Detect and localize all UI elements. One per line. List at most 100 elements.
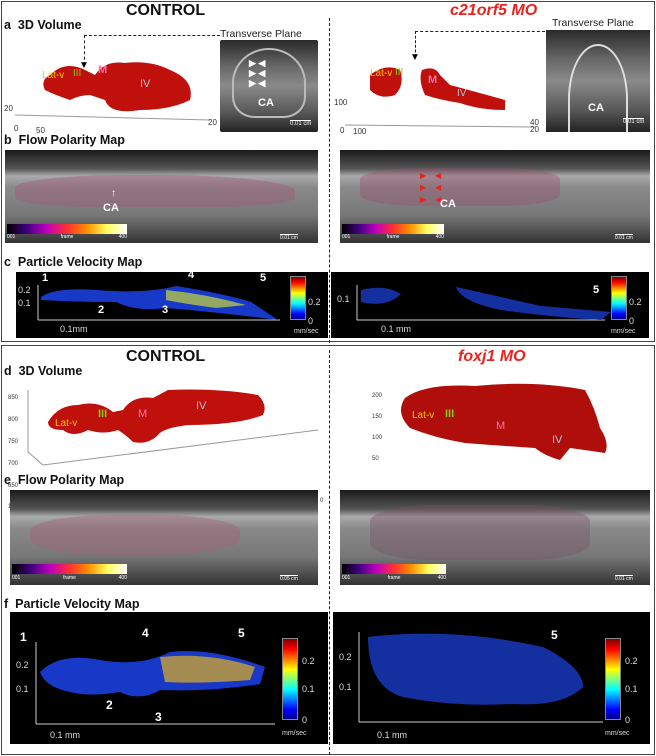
axis-tick: 50 xyxy=(36,126,45,135)
panel-title: 3D Volume xyxy=(17,18,82,32)
region-m: M xyxy=(496,420,506,432)
marker-1: 1 xyxy=(20,630,27,644)
region-m: M xyxy=(138,408,148,420)
scale-bar: 0.01 cm xyxy=(615,234,633,241)
label-ca: CA xyxy=(258,97,274,109)
axis-tick: 100 xyxy=(334,98,348,107)
flow-polarity-c21orf5-b: ▶ ◀ ▶ ◀ ▶ ◀ CA 001 frame 400 0.01 cm xyxy=(340,150,650,243)
velocity-map-c21orf5-c: 0.1 5 0.1 mm 0.2 0 mm/sec xyxy=(331,272,649,338)
cbar-label: frame xyxy=(386,234,400,240)
region-latv: Lat-v xyxy=(412,410,435,421)
panel-a-label: a 3D Volume xyxy=(4,18,82,32)
panel-title: Particle Velocity Map xyxy=(15,597,140,611)
panel-letter: f xyxy=(4,597,9,611)
top-panel-box xyxy=(1,1,655,342)
panel-letter: d xyxy=(4,364,12,378)
scale-bar: 0.01 cm xyxy=(615,575,633,582)
marker-5: 5 xyxy=(551,628,558,642)
scale-bar: 0.01 cm xyxy=(280,234,298,241)
axis-tick: 20 xyxy=(530,125,539,134)
cbar-tick: 001 xyxy=(342,575,351,581)
region-iv: IV xyxy=(196,400,207,412)
region-m: M xyxy=(428,74,438,86)
control-title-bottom: CONTROL xyxy=(126,348,206,365)
axis-tick: 100 xyxy=(372,435,383,441)
cbar-tick: 0.2 xyxy=(308,297,321,307)
scale-label: 0.1 mm xyxy=(377,730,408,740)
3d-volume-control-a xyxy=(14,62,211,121)
scale-bar: 0.05 cm xyxy=(280,575,298,582)
frame-colorbar xyxy=(342,564,446,574)
3d-volume-foxj1-d xyxy=(401,383,607,460)
axis-tick: 650 xyxy=(8,483,19,489)
top-divider xyxy=(329,18,330,343)
z-axis-ticks: 850 800 750 700 650 xyxy=(8,387,28,497)
region-m: M xyxy=(98,64,108,76)
axis-tick: 0 xyxy=(320,498,324,504)
velocity-colorbar xyxy=(611,276,627,320)
panel-f-label: f Particle Velocity Map xyxy=(4,597,139,611)
y-tick: 0.2 xyxy=(16,660,29,670)
transverse-plane-label-left: Transverse Plane xyxy=(220,28,302,40)
unit-label: mm/sec xyxy=(282,730,307,737)
velocity-map-foxj1-f: 0.2 0.1 5 0.1 mm 0.2 0.1 0 mm/sec xyxy=(333,612,650,744)
axis-tick: 750 xyxy=(8,439,19,445)
arrow-down-icon: ▼ xyxy=(79,60,89,71)
region-latv: Lat-v xyxy=(42,70,65,81)
axis-tick: 100 xyxy=(353,127,367,136)
axis-tick: 0 xyxy=(340,126,345,135)
velocity-field xyxy=(358,632,603,723)
axis-tick: 50 xyxy=(372,456,379,462)
axis-tick: 800 xyxy=(8,417,19,423)
mutant-title-bottom: foxj1 MO xyxy=(458,348,526,365)
panel-letter: c xyxy=(4,255,11,269)
flow-polarity-foxj1-e: 001 frame 400 0.01 cm xyxy=(340,490,650,585)
unit-label: mm/sec xyxy=(611,328,636,335)
velocity-colorbar xyxy=(290,276,306,320)
y-tick: 0.1 xyxy=(16,684,29,694)
mutant-title-top: c21orf5 MO xyxy=(450,2,538,19)
cbar-tick: 400 xyxy=(118,575,127,581)
cbar-tick: 0.2 xyxy=(629,297,642,307)
axis-tick: 200 xyxy=(372,393,383,399)
cbar-tick: 001 xyxy=(7,234,16,240)
panel-title: Particle Velocity Map xyxy=(17,255,143,269)
axis-tick: 700 xyxy=(8,461,19,467)
axis-tick: 40 xyxy=(530,118,539,127)
region-iv: IV xyxy=(552,434,563,446)
velocity-field xyxy=(37,285,280,321)
panel-letter: e xyxy=(4,473,11,487)
y-tick: 0.1 xyxy=(337,294,350,304)
cbar-tick: 001 xyxy=(342,234,351,240)
unit-label: mm/sec xyxy=(294,328,319,335)
cbar-tick: 0.2 xyxy=(302,656,315,666)
cbar-tick: 0 xyxy=(308,316,314,326)
3d-volume-c21orf5-a xyxy=(344,67,536,128)
scale-label: 0.1mm xyxy=(60,324,88,334)
scale-label: 0.1 mm xyxy=(381,324,412,334)
marker-1: 1 xyxy=(42,272,49,284)
axis-tick: 150 xyxy=(372,414,383,420)
marker-3: 3 xyxy=(162,304,169,316)
label-ca: CA xyxy=(440,198,456,210)
velocity-map-control-c: 0.2 0.1 1 2 3 4 5 0.1mm 0.2 0 mm/sec xyxy=(16,272,328,338)
axis-tick: 20 xyxy=(208,118,217,127)
velocity-colorbar xyxy=(282,638,298,720)
cbar-tick: 0 xyxy=(629,316,635,326)
cbar-tick: 400 xyxy=(437,575,446,581)
cbar-tick: 0.2 xyxy=(625,656,638,666)
panel-d-label: d 3D Volume xyxy=(4,364,82,378)
marker-4: 4 xyxy=(142,626,149,640)
transverse-image-c21orf5: CA 0.01 cm xyxy=(546,30,650,132)
bottom-divider xyxy=(329,350,330,755)
marker-3: 3 xyxy=(155,710,162,724)
marker-2: 2 xyxy=(106,698,113,712)
transverse-image-control: ▶ ◀ ▶ ◀ ▶ ◀ CA 0.01 cm xyxy=(220,40,318,132)
label-ca: CA xyxy=(588,102,604,114)
flow-polarity-control-e: 001 frame 400 0.05 cm xyxy=(10,490,318,585)
panel-b-label: b Flow Polarity Map xyxy=(4,133,125,147)
panel-e-label: e Flow Polarity Map xyxy=(4,473,124,487)
3d-volume-control-d xyxy=(27,389,319,466)
scale-bar: 0.01 cm xyxy=(623,118,645,125)
y-tick: 0.1 xyxy=(18,298,31,308)
